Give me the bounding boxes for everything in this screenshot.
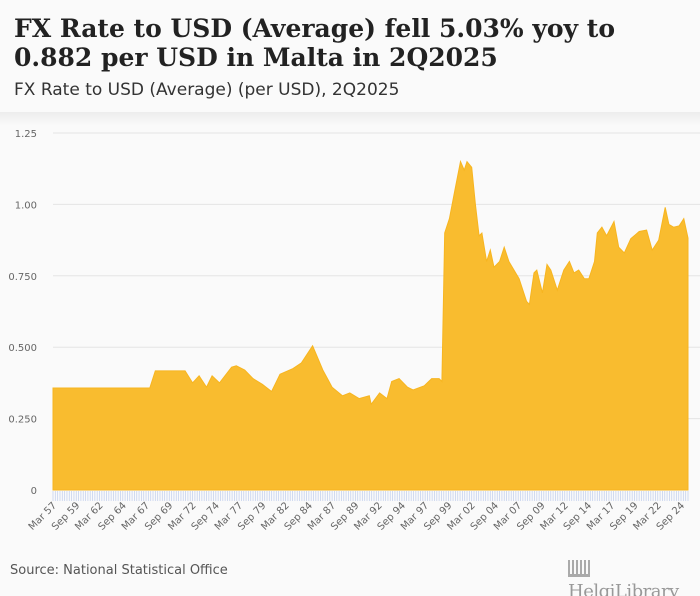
fx-rate-area — [52, 159, 689, 491]
y-tick-label: 0.500 — [8, 343, 37, 354]
y-tick-label: 1.25 — [15, 129, 37, 140]
header-divider — [0, 112, 700, 126]
source-note: Source: National Statistical Office — [10, 563, 228, 578]
logo-text: HelgiLibrary — [568, 581, 679, 596]
y-tick-label: 0.750 — [8, 272, 37, 283]
helgi-library-logo: HelgiLibrary — [568, 560, 700, 596]
y-tick-label: 0 — [31, 486, 37, 497]
y-tick-label: 0.250 — [8, 415, 37, 426]
library-logo-icon — [568, 560, 590, 577]
y-tick-label: 1.00 — [15, 200, 37, 211]
chart-subtitle: FX Rate to USD (Average) (per USD), 2Q20… — [14, 80, 400, 100]
chart-headline: FX Rate to USD (Average) fell 5.03% yoy … — [14, 14, 616, 72]
